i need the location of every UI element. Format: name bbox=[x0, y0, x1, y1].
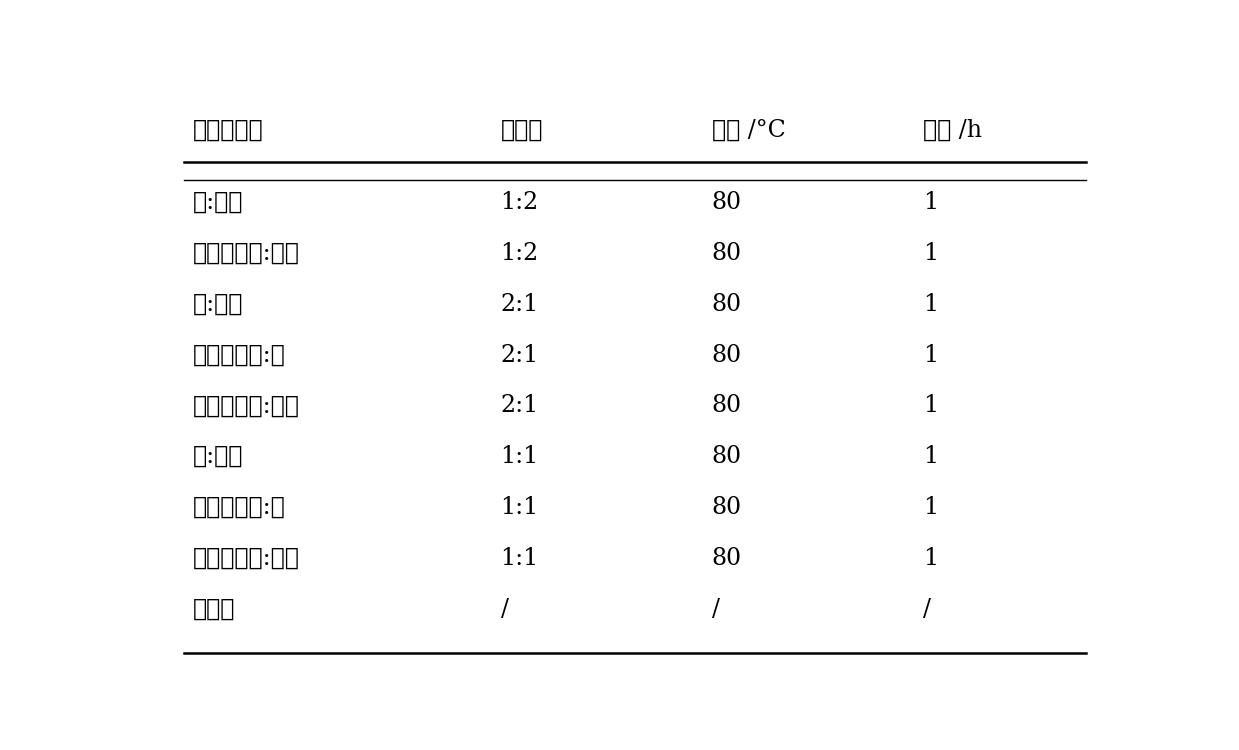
Text: 1:1: 1:1 bbox=[501, 446, 539, 468]
Text: 乙胺盐酸盐:乳酸: 乙胺盐酸盐:乳酸 bbox=[193, 242, 300, 265]
Text: 1: 1 bbox=[923, 496, 938, 519]
Text: 乙胺盐酸盐:乳酸: 乙胺盐酸盐:乳酸 bbox=[193, 547, 300, 570]
Text: 1: 1 bbox=[923, 242, 938, 265]
Text: 2:1: 2:1 bbox=[501, 394, 539, 418]
Text: 时间 /h: 时间 /h bbox=[923, 119, 983, 142]
Text: 80: 80 bbox=[711, 496, 742, 519]
Text: 乙胺盐酸盐:水: 乙胺盐酸盐:水 bbox=[193, 496, 286, 519]
Text: 1: 1 bbox=[923, 547, 938, 570]
Text: /: / bbox=[923, 598, 930, 621]
Text: 水:乳酸: 水:乳酸 bbox=[193, 292, 244, 316]
Text: 水:乳酸: 水:乳酸 bbox=[193, 446, 244, 468]
Text: /: / bbox=[501, 598, 508, 621]
Text: /: / bbox=[711, 598, 720, 621]
Text: 1:2: 1:2 bbox=[501, 242, 539, 265]
Text: 1: 1 bbox=[923, 292, 938, 316]
Text: 乙胺盐酸盐:水: 乙胺盐酸盐:水 bbox=[193, 344, 286, 367]
Text: 摩尔比: 摩尔比 bbox=[501, 119, 543, 142]
Text: 水:乳酸: 水:乳酸 bbox=[193, 191, 244, 214]
Text: 80: 80 bbox=[711, 394, 742, 418]
Text: 1: 1 bbox=[923, 394, 938, 418]
Text: 1: 1 bbox=[923, 191, 938, 214]
Text: 未处理: 未处理 bbox=[193, 598, 235, 621]
Text: 80: 80 bbox=[711, 242, 742, 265]
Text: 1: 1 bbox=[923, 446, 938, 468]
Text: 80: 80 bbox=[711, 547, 742, 570]
Text: 80: 80 bbox=[711, 446, 742, 468]
Text: 1:1: 1:1 bbox=[501, 496, 539, 519]
Text: 2:1: 2:1 bbox=[501, 292, 539, 316]
Text: 1:2: 1:2 bbox=[501, 191, 539, 214]
Text: 1:1: 1:1 bbox=[501, 547, 539, 570]
Text: 80: 80 bbox=[711, 191, 742, 214]
Text: 低共熔溶剂: 低共熔溶剂 bbox=[193, 119, 264, 142]
Text: 2:1: 2:1 bbox=[501, 344, 539, 367]
Text: 1: 1 bbox=[923, 344, 938, 367]
Text: 80: 80 bbox=[711, 344, 742, 367]
Text: 乙胺盐酸盐:乳酸: 乙胺盐酸盐:乳酸 bbox=[193, 394, 300, 418]
Text: 80: 80 bbox=[711, 292, 742, 316]
Text: 温度 /°C: 温度 /°C bbox=[711, 119, 786, 142]
